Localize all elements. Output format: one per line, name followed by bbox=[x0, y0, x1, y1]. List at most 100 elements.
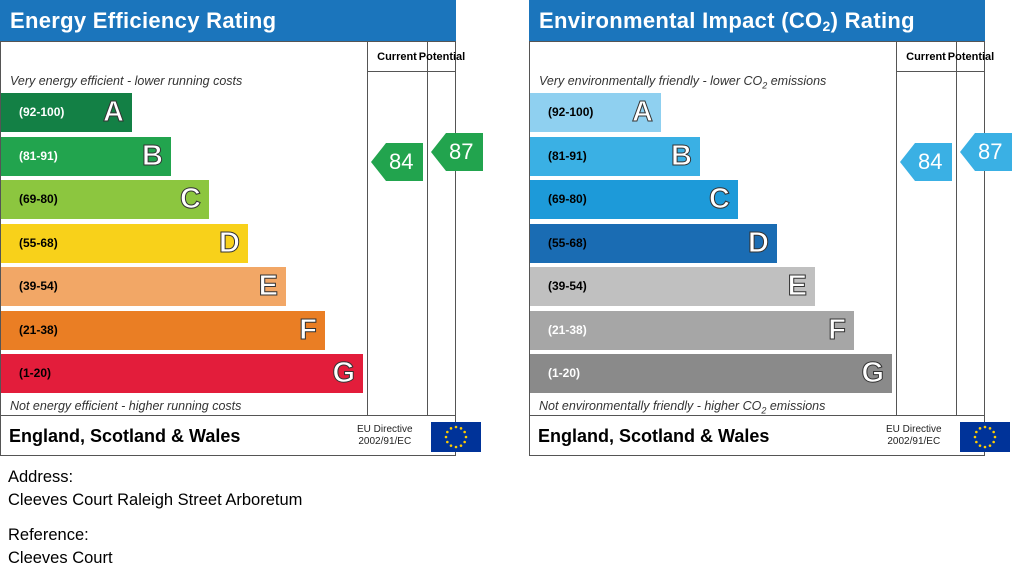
eu-star bbox=[463, 430, 466, 434]
eu-star bbox=[449, 427, 453, 430]
band-d: (55-68) D bbox=[1, 223, 248, 263]
band-letter: D bbox=[219, 226, 241, 259]
band-range-label: (39-54) bbox=[19, 279, 58, 293]
band-range-label: (1-20) bbox=[19, 366, 52, 380]
eu-flag-icon bbox=[960, 422, 1010, 452]
band-e: (39-54) E bbox=[1, 267, 286, 306]
band-range-label: (55-68) bbox=[548, 235, 587, 250]
band-b: (81-91) B bbox=[1, 136, 171, 176]
eu-star bbox=[449, 444, 453, 447]
band-letter: G bbox=[332, 357, 356, 390]
divider bbox=[956, 42, 957, 415]
eu-star bbox=[992, 440, 995, 444]
band-g: (1-20) G bbox=[1, 354, 363, 393]
eu-star bbox=[973, 435, 977, 439]
band-letter: D bbox=[748, 226, 770, 259]
eu-star bbox=[978, 427, 982, 430]
band-range-label: (39-54) bbox=[548, 279, 587, 293]
current-rating-arrow: 84 bbox=[900, 143, 952, 181]
eu-star bbox=[446, 430, 449, 434]
eu-star bbox=[975, 430, 978, 434]
eu-star bbox=[978, 444, 982, 447]
band-range-label: (1-20) bbox=[548, 366, 581, 380]
band-letter: E bbox=[258, 270, 278, 303]
band-letter: C bbox=[709, 183, 731, 216]
eu-star bbox=[463, 440, 466, 444]
band-letter: B bbox=[142, 139, 164, 172]
band-e: (39-54) E bbox=[530, 267, 815, 306]
energy-efficiency-panel: Energy Efficiency Rating Current Potenti… bbox=[0, 0, 483, 456]
eu-flag-icon bbox=[431, 422, 481, 452]
eu-directive-line1: EU Directive bbox=[886, 424, 942, 435]
band-range-label: (21-38) bbox=[548, 322, 587, 337]
band-letter: C bbox=[180, 183, 202, 216]
country-label: England, Scotland & Wales bbox=[538, 426, 770, 446]
environmental-impact-panel: Environmental Impact (CO2) Rating Curren… bbox=[529, 0, 1012, 456]
energy-chart-box: Current Potential Very energy efficient … bbox=[0, 41, 483, 416]
band-range-label: (21-38) bbox=[19, 322, 58, 337]
band-range-label: (81-91) bbox=[19, 148, 58, 163]
band-range-label: (92-100) bbox=[548, 105, 594, 119]
band-f: (21-38) F bbox=[1, 310, 325, 350]
eu-star bbox=[983, 425, 987, 429]
band-f: (21-38) F bbox=[530, 310, 854, 350]
band-range-label: (69-80) bbox=[19, 192, 58, 206]
current-column-header: Current bbox=[906, 51, 946, 63]
eu-star bbox=[459, 444, 463, 447]
reference-value: Cleeves Court bbox=[8, 549, 113, 567]
divider bbox=[427, 42, 428, 415]
potential-rating-arrow: 87 bbox=[960, 133, 1012, 171]
bottom-note: Not environmentally friendly - higher CO… bbox=[539, 399, 826, 416]
band-a: (92-100) A bbox=[1, 93, 132, 132]
eu-star bbox=[988, 444, 992, 447]
eu-star bbox=[454, 445, 458, 449]
potential-rating-arrow: 87 bbox=[431, 133, 483, 171]
band-range-label: (81-91) bbox=[548, 148, 587, 163]
band-letter: F bbox=[299, 313, 318, 346]
energy-efficiency-title: Energy Efficiency Rating bbox=[0, 0, 456, 41]
eu-directive-line1: EU Directive bbox=[357, 424, 413, 435]
band-letter: B bbox=[671, 139, 693, 172]
band-range-label: (55-68) bbox=[19, 235, 58, 250]
bottom-note: Not energy efficient - higher running co… bbox=[10, 399, 242, 413]
eu-directive-line2: 2002/91/EC bbox=[887, 436, 941, 447]
band-c: (69-80) C bbox=[1, 180, 209, 219]
top-note: Very energy efficient - lower running co… bbox=[10, 74, 243, 88]
eu-star bbox=[446, 440, 449, 444]
band-a: (92-100) A bbox=[530, 93, 661, 132]
top-note: Very environmentally friendly - lower CO… bbox=[539, 74, 827, 91]
eu-directive: EU Directive 2002/91/EC bbox=[886, 424, 942, 448]
band-c: (69-80) C bbox=[530, 180, 738, 219]
divider bbox=[367, 71, 455, 72]
address-value: Cleeves Court Raleigh Street Arboretum bbox=[8, 491, 303, 509]
band-letter: E bbox=[787, 270, 807, 303]
eu-star bbox=[988, 427, 992, 430]
band-g: (1-20) G bbox=[530, 354, 892, 393]
divider bbox=[896, 42, 897, 415]
reference-label: Reference: bbox=[8, 526, 89, 544]
band-range-label: (92-100) bbox=[19, 105, 65, 119]
eu-star bbox=[993, 435, 997, 439]
eu-star bbox=[992, 430, 995, 434]
eu-star bbox=[464, 435, 468, 439]
eu-star bbox=[454, 425, 458, 429]
band-letter: A bbox=[103, 96, 125, 129]
band-letter: F bbox=[828, 313, 847, 346]
divider bbox=[896, 71, 984, 72]
country-label: England, Scotland & Wales bbox=[9, 426, 241, 446]
band-range-label: (69-80) bbox=[548, 192, 587, 206]
current-rating-arrow: 84 bbox=[371, 143, 423, 181]
current-column-header: Current bbox=[377, 51, 417, 63]
environmental-footer: England, Scotland & Wales EU Directive 2… bbox=[529, 416, 1010, 456]
band-letter: A bbox=[632, 96, 654, 129]
address-label: Address: bbox=[8, 468, 74, 486]
eu-star bbox=[983, 445, 987, 449]
eu-directive-line2: 2002/91/EC bbox=[358, 436, 412, 447]
band-letter: G bbox=[861, 357, 885, 390]
potential-column-header: Potential bbox=[418, 51, 466, 63]
environmental-impact-title: Environmental Impact (CO2) Rating bbox=[529, 0, 985, 41]
band-b: (81-91) B bbox=[530, 136, 700, 176]
energy-footer: England, Scotland & Wales EU Directive 2… bbox=[0, 416, 481, 456]
potential-column-header: Potential bbox=[947, 51, 995, 63]
band-d: (55-68) D bbox=[530, 223, 777, 263]
